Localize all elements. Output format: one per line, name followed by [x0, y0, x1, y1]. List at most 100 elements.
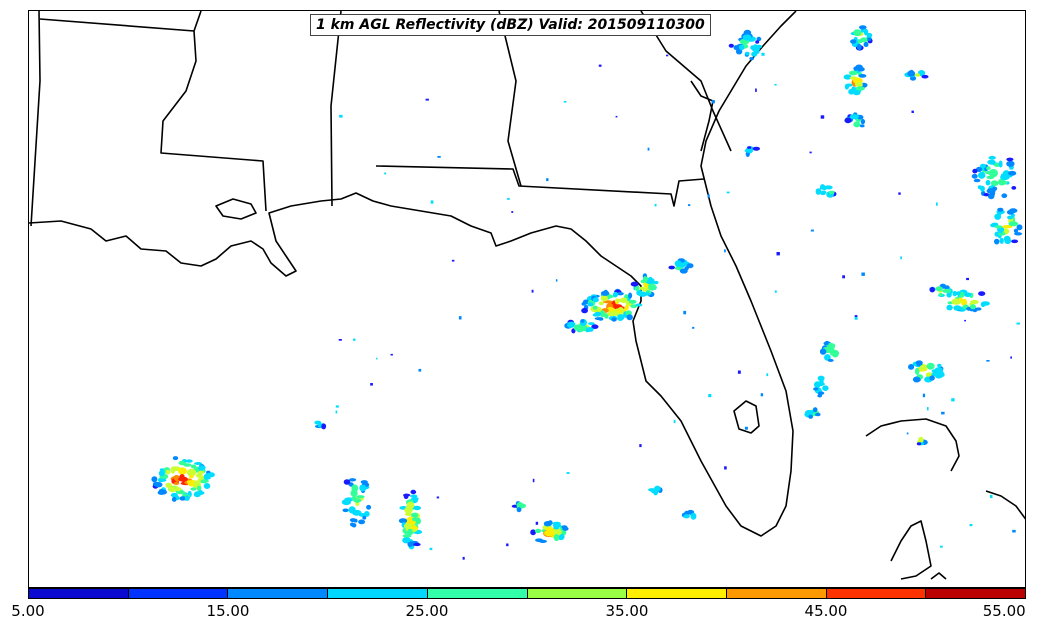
- radar-echo: [594, 311, 601, 316]
- radar-echo-speck: [546, 178, 549, 182]
- radar-echo-speck: [673, 419, 676, 424]
- radar-echo-speck: [724, 249, 726, 253]
- radar-echo: [585, 327, 594, 332]
- radar-echo-speck: [430, 200, 434, 204]
- radar-echo: [545, 527, 555, 531]
- radar-echo: [684, 266, 689, 271]
- radar-echo: [844, 83, 850, 90]
- radar-echo: [743, 29, 752, 36]
- state-border-ar-la-north: [39, 18, 195, 32]
- radar-echo: [997, 180, 1008, 185]
- radar-echo: [412, 497, 419, 501]
- radar-echo: [935, 286, 943, 292]
- radar-echo: [165, 482, 172, 488]
- radar-echo: [1007, 215, 1013, 220]
- radar-echo-speck: [774, 83, 777, 86]
- radar-echo: [407, 529, 413, 536]
- radar-echo-speck: [692, 326, 695, 329]
- radar-echo: [914, 367, 920, 375]
- radar-echo: [915, 360, 923, 366]
- radar-echo-speck: [1016, 322, 1020, 325]
- radar-echo: [173, 482, 180, 485]
- radar-echo-speck: [898, 192, 901, 195]
- radar-echo: [999, 237, 1004, 244]
- radar-echo: [645, 279, 655, 285]
- radar-echo-speck: [563, 101, 567, 103]
- radar-echo: [850, 39, 857, 44]
- cuba-fragment: [890, 520, 932, 580]
- state-border-ms-al: [330, 11, 342, 207]
- radar-echo-speck: [506, 543, 509, 547]
- radar-echo: [403, 493, 411, 497]
- radar-echo: [616, 309, 622, 313]
- radar-echo: [970, 299, 979, 304]
- radar-echo-speck: [532, 478, 535, 483]
- radar-echo: [820, 184, 826, 190]
- radar-echo: [530, 529, 536, 536]
- radar-echo: [626, 314, 633, 321]
- radar-echo: [587, 302, 594, 307]
- radar-echo: [820, 192, 826, 196]
- radar-echo-speck: [566, 472, 570, 474]
- radar-echo-speck: [418, 368, 422, 372]
- state-border-ms-river: [160, 11, 267, 212]
- radar-echo: [159, 489, 167, 495]
- radar-echo: [752, 47, 760, 52]
- radar-echo: [350, 489, 358, 497]
- radar-echo: [186, 468, 197, 477]
- radar-echo: [912, 376, 921, 383]
- radar-echo: [173, 474, 179, 481]
- radar-echo-speck: [911, 110, 914, 113]
- radar-echo: [983, 193, 990, 197]
- radar-echo: [607, 294, 614, 299]
- radar-echo: [817, 375, 825, 382]
- radar-echo: [819, 348, 827, 355]
- radar-echo-speck: [666, 54, 669, 57]
- radar-echo: [946, 304, 953, 311]
- colorbar-tick-label: 15.00: [206, 602, 250, 620]
- radar-echo: [362, 515, 367, 520]
- radar-echo-speck: [936, 202, 938, 206]
- radar-echo: [907, 70, 915, 77]
- radar-echo: [856, 43, 862, 51]
- radar-echo: [196, 485, 202, 491]
- radar-echo: [314, 420, 322, 425]
- radar-echo: [971, 173, 978, 179]
- radar-echo: [985, 170, 996, 175]
- radar-echo: [756, 44, 762, 49]
- radar-echo: [639, 286, 645, 290]
- radar-echo: [674, 260, 682, 267]
- radar-echo: [976, 166, 983, 173]
- radar-echo: [174, 487, 182, 492]
- radar-echo: [628, 299, 637, 304]
- radar-echo: [751, 51, 758, 57]
- colorbar-segment: [826, 589, 927, 598]
- radar-echo: [625, 310, 632, 316]
- radar-echo: [848, 88, 855, 95]
- radar-echo: [410, 489, 417, 495]
- radar-echo-speck: [766, 373, 769, 377]
- radar-echo: [829, 349, 840, 357]
- radar-echo: [194, 462, 203, 465]
- radar-echo-speck: [437, 156, 441, 158]
- radar-echo-speck: [376, 357, 378, 360]
- radar-echo: [170, 466, 176, 474]
- radar-echo: [931, 369, 941, 374]
- radar-echo: [961, 298, 968, 306]
- radar-echo: [972, 168, 978, 174]
- radar-echo: [733, 45, 739, 51]
- radar-echo: [624, 304, 629, 311]
- radar-echo: [953, 305, 962, 311]
- radar-echo: [981, 301, 990, 306]
- radar-echo: [611, 317, 617, 322]
- radar-echo: [815, 188, 822, 195]
- radar-echo: [978, 171, 986, 179]
- radar-echo: [867, 37, 872, 41]
- radar-echo: [866, 32, 873, 38]
- radar-echo: [853, 121, 861, 128]
- radar-echo: [616, 292, 624, 296]
- radar-echo: [356, 495, 365, 499]
- radar-echo: [817, 391, 825, 395]
- radar-echo-speck: [339, 114, 343, 118]
- radar-echo: [349, 478, 357, 482]
